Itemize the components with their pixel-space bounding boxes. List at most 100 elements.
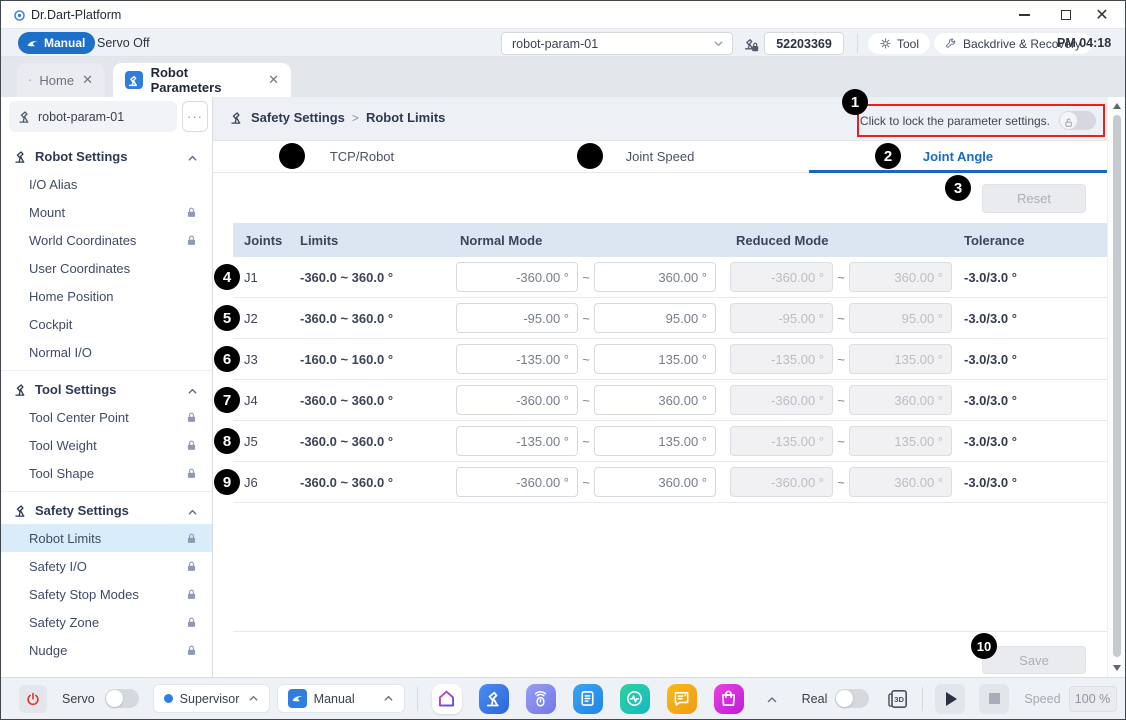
reset-button[interactable]: Reset — [982, 184, 1086, 213]
annotation-badge: 7 — [214, 387, 240, 413]
sidebar-item-tool-center-point[interactable]: Tool Center Point — [1, 403, 212, 431]
vertical-scrollbar[interactable] — [1107, 97, 1125, 677]
sidebar-item-nudge[interactable]: Nudge — [1, 636, 212, 664]
normal-max-input[interactable] — [594, 426, 716, 456]
normal-max-input[interactable] — [594, 344, 716, 374]
mode-select[interactable]: Manual — [276, 684, 405, 713]
joint-label: J2 — [244, 310, 258, 326]
sidebar-item-safety-zone[interactable]: Safety Zone — [1, 608, 212, 636]
annotation-badge: 5 — [214, 305, 240, 331]
reduced-max-input — [849, 262, 952, 292]
sidebar-section-robot-settings[interactable]: Robot Settings — [1, 142, 212, 170]
robot-icon — [13, 503, 28, 518]
close-button[interactable]: ✕ — [1095, 7, 1109, 24]
scrollbar-thumb[interactable] — [1113, 115, 1121, 657]
sidebar-item-world-coordinates[interactable]: World Coordinates — [1, 226, 212, 254]
servo-toggle[interactable] — [104, 689, 139, 708]
manual-mode-button[interactable]: Manual — [18, 32, 96, 54]
sidebar-section-tool-settings[interactable]: Tool Settings — [1, 375, 212, 403]
content-area: Reset 3 Joints Limits Normal Mode Reduce… — [213, 173, 1109, 677]
home-icon — [29, 72, 32, 88]
normal-min-input[interactable] — [456, 303, 578, 333]
sidebar-item-tool-shape[interactable]: Tool Shape — [1, 459, 212, 487]
sidebar-item-safety-i-o[interactable]: Safety I/O — [1, 552, 212, 580]
role-status-dot — [163, 694, 173, 703]
annotation-badge-2 — [577, 143, 603, 169]
param-file-select[interactable]: robot-param-01 — [501, 32, 733, 55]
breadcrumb: Safety Settings > Robot Limits — [229, 110, 445, 125]
dock-store-icon[interactable] — [713, 683, 744, 714]
sidebar-item-tool-weight[interactable]: Tool Weight — [1, 431, 212, 459]
tool-button[interactable]: Tool — [867, 32, 932, 55]
tab-joint-angle[interactable]: 2 Joint Angle — [809, 141, 1107, 173]
tab-home[interactable]: Home ✕ — [17, 63, 105, 97]
scroll-down-icon[interactable] — [1108, 661, 1126, 675]
backdrive-recovery-button[interactable]: Backdrive & Recovery — [933, 32, 1094, 55]
lock-icon — [185, 411, 198, 424]
normal-min-input[interactable] — [456, 426, 578, 456]
viewer-3d-icon[interactable]: 3D — [886, 687, 910, 711]
sidebar: robot-param-01 ··· Robot Settings I/O Al… — [1, 97, 213, 677]
dock-robot-parameters-icon[interactable] — [478, 683, 509, 714]
normal-max-input[interactable] — [594, 303, 716, 333]
tolerance-value: -3.0/3.0 ° — [964, 269, 1017, 285]
dock-monitoring-icon[interactable] — [619, 683, 650, 714]
normal-max-input[interactable] — [594, 262, 716, 292]
normal-min-input[interactable] — [456, 467, 578, 497]
bottom-bar: Servo Supervisor Manual Real 3D Speed 10… — [1, 677, 1125, 719]
annotation-badge-1: 1 — [842, 89, 868, 115]
role-select[interactable]: Supervisor — [152, 684, 270, 713]
normal-max-input[interactable] — [594, 385, 716, 415]
parameter-lock-toggle[interactable] — [1059, 111, 1096, 130]
dock-task-writer-icon[interactable] — [572, 683, 603, 714]
tolerance-value: -3.0/3.0 ° — [964, 351, 1017, 367]
power-button[interactable] — [19, 684, 47, 713]
robot-serial-number: 52203369 — [764, 32, 844, 55]
sidebar-section-safety-settings[interactable]: Safety Settings — [1, 496, 212, 524]
lock-icon — [185, 467, 198, 480]
table-header: Joints Limits Normal Mode Reduced Mode T… — [233, 223, 1109, 257]
reduced-max-input — [849, 303, 952, 333]
save-button[interactable]: Save — [982, 646, 1086, 674]
real-mode-toggle[interactable] — [835, 689, 870, 708]
sidebar-item-home-position[interactable]: Home Position — [29, 288, 114, 304]
reduced-min-input — [730, 385, 833, 415]
minimize-button[interactable] — [1009, 4, 1039, 26]
tab-tcp-robot[interactable]: TCP/Robot — [213, 141, 511, 172]
more-options-button[interactable]: ··· — [182, 101, 208, 132]
sidebar-item-i-o-alias[interactable]: I/O Alias — [29, 176, 78, 192]
sidebar-item-mount[interactable]: Mount — [1, 198, 212, 226]
dock-message-icon[interactable] — [666, 683, 697, 714]
dock-expand-icon[interactable] — [766, 693, 778, 705]
annotation-badge: 9 — [214, 469, 240, 495]
maximize-button[interactable] — [1051, 4, 1081, 26]
normal-min-input[interactable] — [456, 385, 578, 415]
gear-icon — [879, 37, 892, 50]
normal-min-input[interactable] — [456, 344, 578, 374]
close-tab-icon[interactable]: ✕ — [268, 72, 279, 87]
servo-label: Servo — [62, 691, 95, 706]
unlock-icon — [1063, 115, 1074, 127]
main-panel: Safety Settings > Robot Limits Click to … — [213, 89, 1125, 677]
lock-settings-callout: Click to lock the parameter settings. — [857, 104, 1105, 137]
sidebar-item-normal-i-o[interactable]: Normal I/O — [29, 344, 92, 360]
normal-min-input[interactable] — [456, 262, 578, 292]
play-button[interactable] — [935, 683, 966, 714]
tab-robot-parameters[interactable]: Robot Parameters ✕ — [113, 63, 291, 97]
tab-joint-speed[interactable]: Joint Speed — [511, 141, 809, 172]
sidebar-item-safety-stop-modes[interactable]: Safety Stop Modes — [1, 580, 212, 608]
close-tab-icon[interactable]: ✕ — [82, 72, 93, 87]
dock-jog-icon[interactable] — [525, 683, 556, 714]
joint-limits: -360.0 ~ 360.0 ° — [300, 269, 394, 285]
dock-home-icon[interactable] — [431, 683, 462, 714]
breadcrumb-row: Safety Settings > Robot Limits Click to … — [213, 89, 1107, 141]
sidebar-item-cockpit[interactable]: Cockpit — [29, 316, 73, 332]
sidebar-section: Robot Settings I/O Alias Mount World Coo… — [1, 142, 212, 370]
stop-button[interactable] — [979, 683, 1010, 714]
lock-icon — [185, 234, 198, 247]
scroll-up-icon[interactable] — [1108, 99, 1126, 113]
normal-max-input[interactable] — [594, 467, 716, 497]
sidebar-item-robot-limits[interactable]: Robot Limits — [1, 524, 212, 552]
speed-value[interactable]: 100 % — [1068, 685, 1117, 712]
sidebar-item-user-coordinates[interactable]: User Coordinates — [29, 260, 131, 276]
